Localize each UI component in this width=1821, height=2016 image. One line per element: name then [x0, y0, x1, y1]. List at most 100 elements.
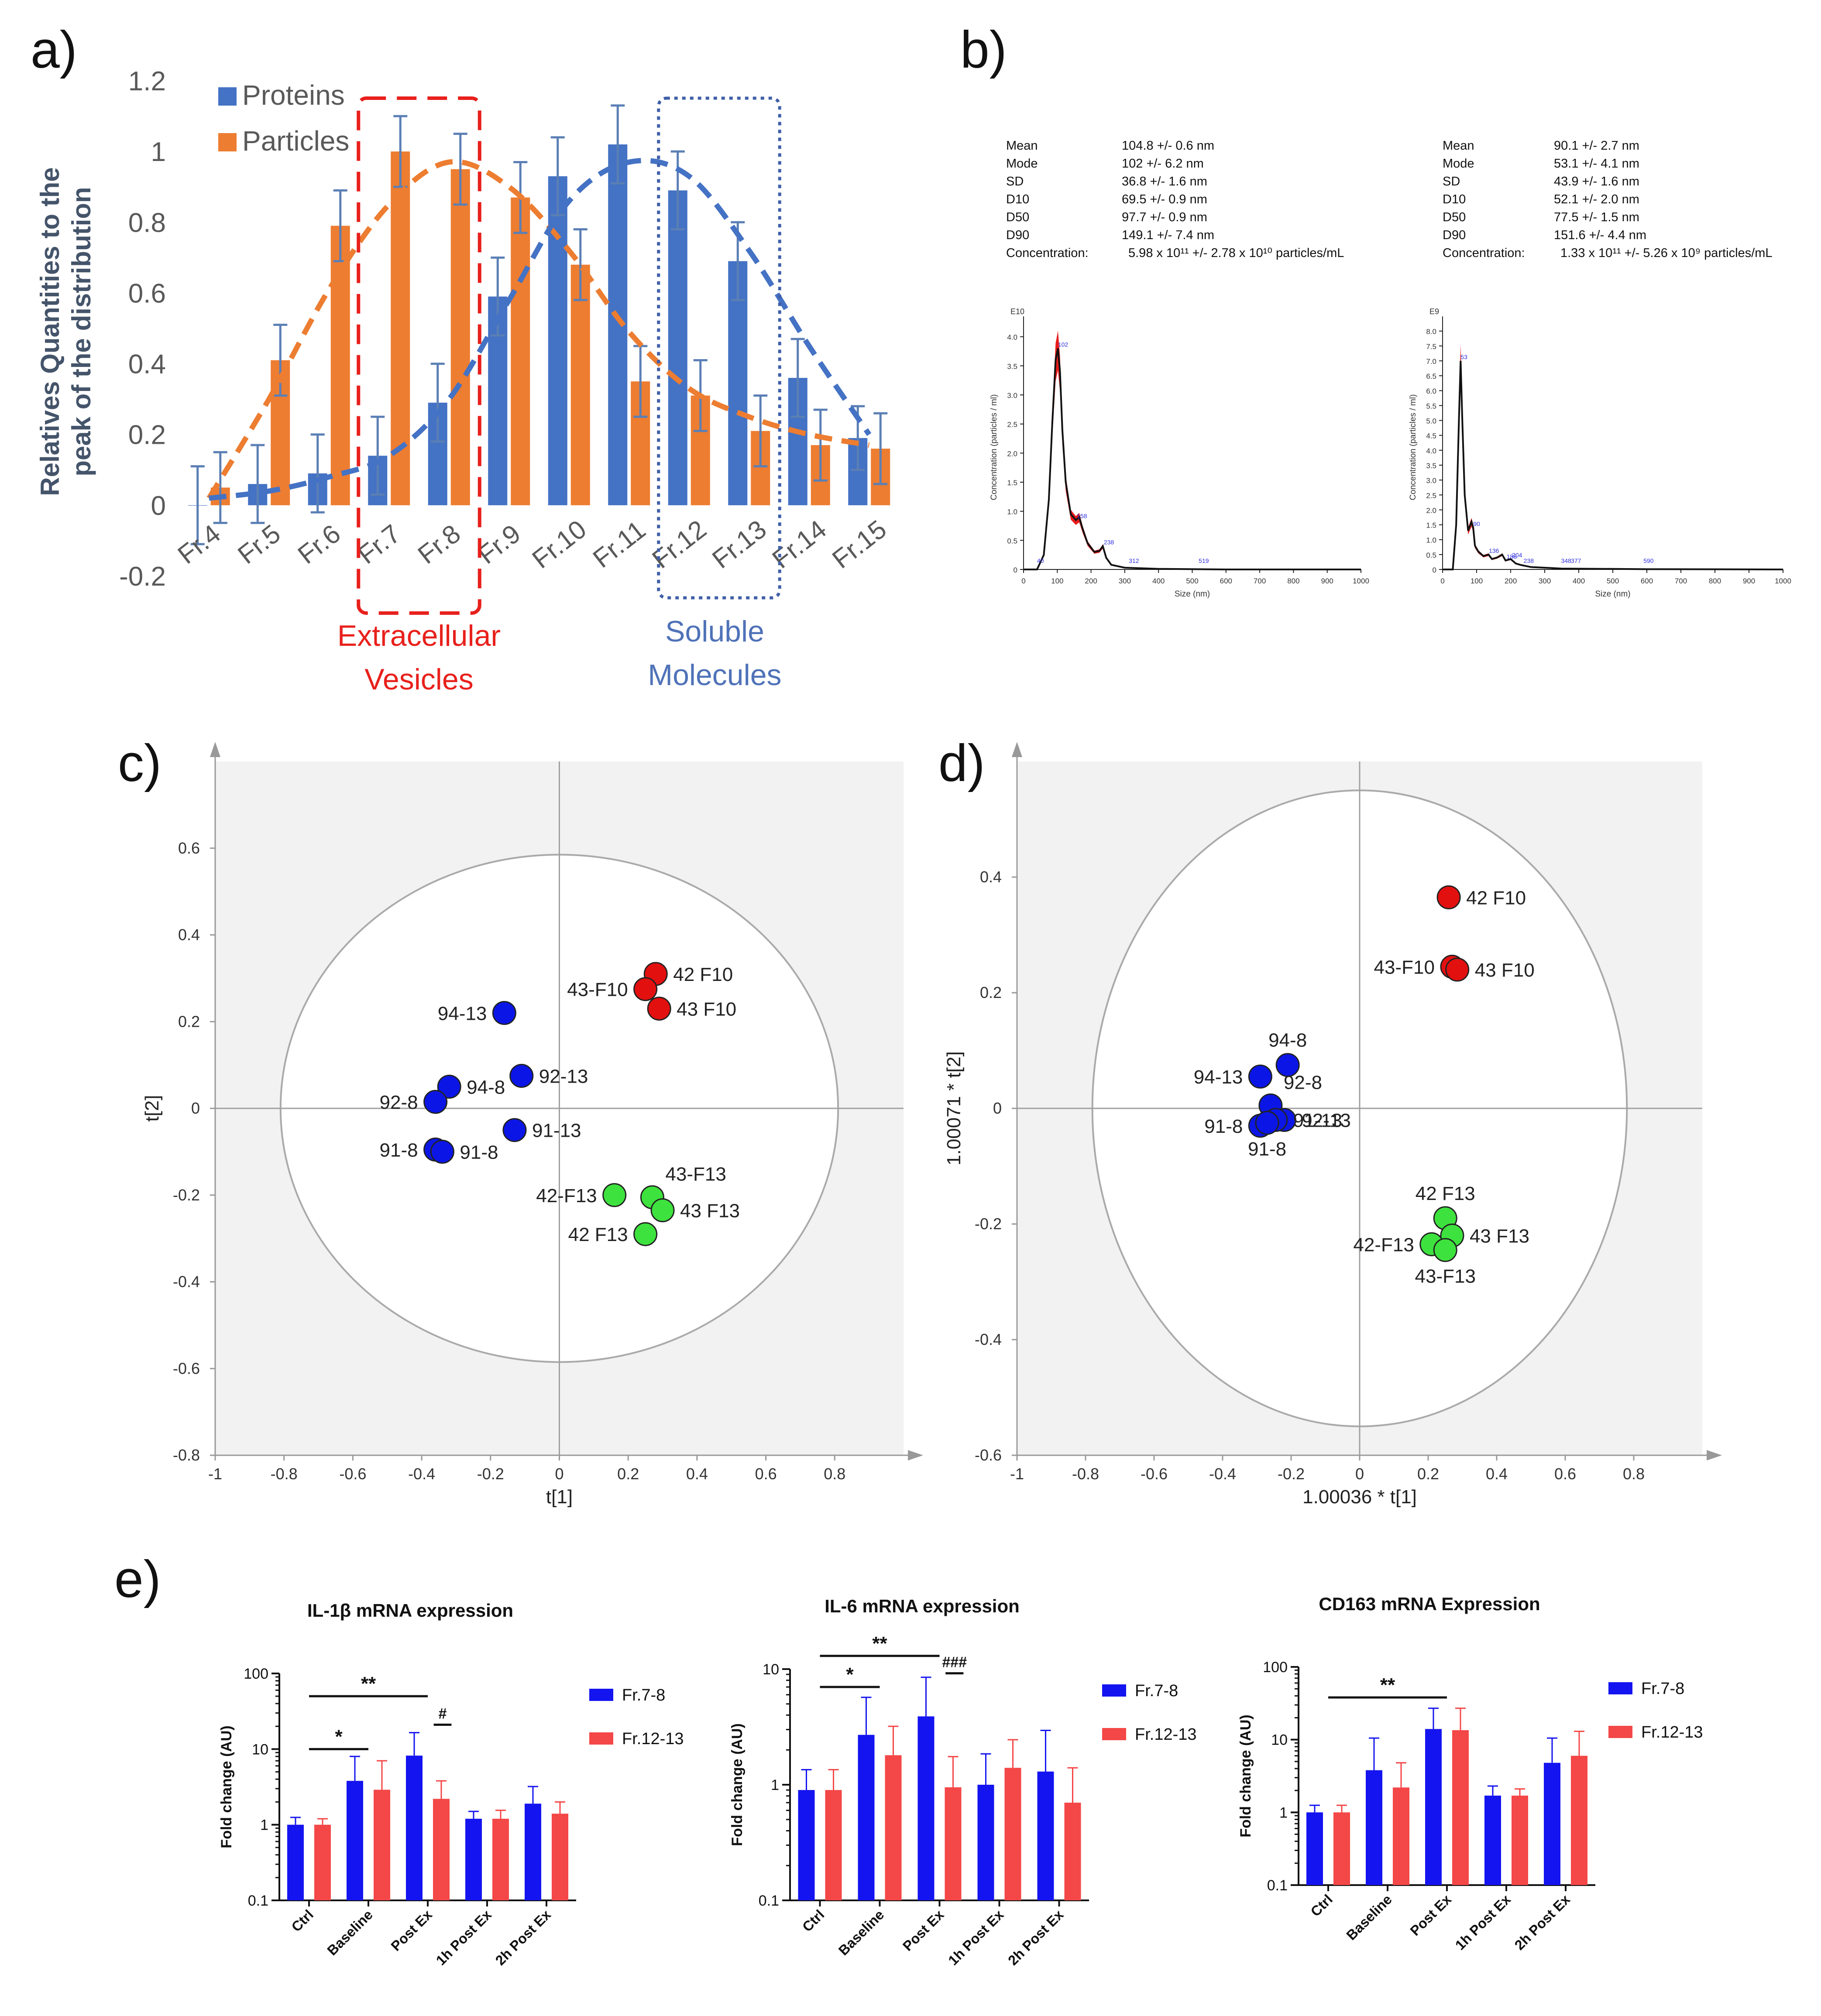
- panel-e2-bar-fr7-8: [858, 1735, 875, 1900]
- b-peak-label: 188: [1507, 553, 1517, 560]
- panel-d-score-plot: -1 -0.8 -0.6 -0.4 -0.2 0 0.2 0.4 0.6 0.8 -0.6 -0.4 -…: [943, 742, 1722, 1508]
- b-y-tick-label: 3.5: [1426, 462, 1436, 470]
- b-y-tick-label: 8.0: [1426, 328, 1436, 336]
- a-annotation-ev-2: Vesicles: [364, 663, 473, 696]
- b-y-tick-label: 0: [1014, 566, 1017, 574]
- panel-d-y-tick-label: 0.4: [980, 868, 1002, 886]
- b-y-tick-label: 1.5: [1426, 521, 1436, 530]
- panel-c-x-tick-label: -1: [208, 1465, 222, 1483]
- b-x-tick-label: 900: [1321, 577, 1333, 585]
- b-y-tick-label: 3.5: [1007, 362, 1017, 370]
- b-y-tick-label: 6.0: [1426, 387, 1436, 395]
- panel-b-nta: Mean 104.8 +/- 0.6 nm Mode 102 +/- 6.2 nm SD…: [990, 139, 1791, 599]
- panel-c-x-axis-arrow: [908, 1450, 923, 1461]
- b-x-tick-label: 600: [1641, 577, 1653, 585]
- panel-d-point-label: 94-8: [1268, 1030, 1307, 1051]
- panel-d-x-tick-label: 0.4: [1486, 1465, 1508, 1483]
- panel-e1-x-tick-label: Post Ex: [388, 1906, 435, 1954]
- a-bar-particles: [450, 169, 470, 505]
- panel-e1-bar-fr12-13: [314, 1824, 331, 1900]
- b-stat-name: Mean: [1006, 139, 1038, 153]
- panel-c-score-plot: -1 -0.8 -0.6 -0.4 -0.2 0 0.2 0.4 0.6 0.8 -0.8 -0.6 -…: [141, 742, 923, 1508]
- panel-c-x-tick-label: 0.4: [686, 1465, 708, 1483]
- panel-e3-bar-fr12-13: [1571, 1755, 1587, 1885]
- panel-c-point-label: 43 F10: [677, 998, 736, 1020]
- panel-c-y-tick-label: -0.8: [173, 1446, 200, 1464]
- a-y-axis-label-line: Relatives Quantities to the: [35, 167, 65, 496]
- panel-e1-bar-fr7-8: [465, 1818, 482, 1900]
- b-y-tick-label: 4.0: [1426, 447, 1436, 455]
- panel-e3-x-tick-label: Post Ex: [1407, 1891, 1454, 1939]
- b-stat-value: 90.1 +/- 2.7 nm: [1554, 139, 1639, 153]
- a-annotation-ev-1: Extracellular: [337, 619, 501, 652]
- panel-e3-legend-label: Fr.7-8: [1641, 1680, 1684, 1698]
- b-peak-label: 40: [1037, 557, 1044, 564]
- b-y-tick-label: 2.0: [1007, 449, 1017, 458]
- panel-e1-y-axis-label: Fold change (AU): [218, 1725, 235, 1848]
- panel-label-a: a): [31, 21, 77, 79]
- a-trend-line-proteins: [209, 158, 872, 501]
- a-x-tick-label: Fr.7: [352, 519, 406, 569]
- panel-e1-bar-fr12-13: [374, 1790, 390, 1900]
- panel-e3-x-tick-label: 1h Post Ex: [1452, 1891, 1514, 1953]
- panel-e1-y-tick-label: 0.1: [248, 1893, 268, 1909]
- a-bar-proteins: [728, 261, 748, 505]
- panel-e2-title: IL-6 mRNA expression: [825, 1596, 1020, 1616]
- panel-d-x-tick-label: 0.8: [1623, 1465, 1645, 1483]
- b-x-tick-label: 800: [1287, 577, 1299, 585]
- panel-c-x-axis-label: t[1]: [546, 1486, 573, 1508]
- b-x-axis-label: Size (nm): [1595, 590, 1630, 599]
- panel-d-x-axis-arrow: [1707, 1450, 1722, 1461]
- b-peak-label: 238: [1524, 557, 1534, 564]
- panel-d-x-tick-label: -1: [1010, 1465, 1024, 1483]
- panel-c-point-red: [647, 996, 671, 1021]
- panel-c-point-label: 94-8: [467, 1077, 505, 1098]
- b-stat-value: 104.8 +/- 0.6 nm: [1122, 139, 1214, 153]
- b-stat-value: 77.5 +/- 1.5 nm: [1554, 210, 1639, 224]
- a-ev-box: [357, 96, 481, 615]
- a-x-tick-label: Fr.5: [232, 519, 286, 569]
- panel-e3-x-tick-label: 2h Post Ex: [1512, 1891, 1573, 1953]
- b-x-tick-label: 600: [1220, 577, 1232, 585]
- panel-e1-bar-fr7-8: [406, 1755, 423, 1900]
- b-size-distribution-line: [1443, 360, 1783, 570]
- panel-d-x-tick-label: -0.8: [1072, 1465, 1099, 1483]
- b-stat-value: 149.1 +/- 7.4 nm: [1122, 228, 1214, 242]
- panel-d-point-green: [1433, 1238, 1457, 1262]
- b-x-tick-label: 1000: [1775, 577, 1791, 585]
- panel-d-point-red: [1436, 885, 1461, 909]
- panel-e3-x-tick-label: Baseline: [1343, 1891, 1395, 1943]
- b-stat-name: D90: [1443, 228, 1466, 242]
- panel-e3-bar-fr12-13: [1393, 1787, 1409, 1885]
- a-legend-swatch-proteins: [218, 87, 237, 106]
- b-x-tick-label: 200: [1505, 577, 1517, 585]
- panel-d-point-blue: [1248, 1064, 1272, 1089]
- b-size-distribution-line: [1024, 348, 1361, 570]
- panel-c-point-blue: [502, 1118, 527, 1142]
- a-y-axis-label-line: peak of the distribution: [67, 187, 96, 476]
- panel-d-point-label: 43 F13: [1470, 1226, 1529, 1247]
- b-stat-value: 43.9 +/- 1.6 nm: [1554, 175, 1639, 189]
- panel-e-il1b-chart: IL-1β mRNA expression 0.1 1 10 100 Fold chang…: [218, 1600, 684, 1968]
- a-y-tick-label: 0.8: [128, 208, 166, 238]
- panel-c-point-label: 94-13: [438, 1003, 487, 1024]
- a-x-tick-label: Fr.10: [527, 514, 592, 574]
- panel-c-point-label: 42-F13: [536, 1185, 597, 1207]
- b-x-tick-label: 300: [1539, 577, 1551, 585]
- b-x-tick-label: 200: [1085, 577, 1097, 585]
- panel-e2-legend-label: Fr.7-8: [1135, 1682, 1178, 1700]
- b-stat-value: 102 +/- 6.2 nm: [1122, 157, 1204, 171]
- b-stat-value: 52.1 +/- 2.0 nm: [1554, 192, 1639, 206]
- panel-e1-bar-fr7-8: [347, 1781, 363, 1900]
- panel-e2-x-tick-label: Ctrl: [799, 1906, 827, 1934]
- b-peak-label: 102: [1058, 341, 1069, 348]
- b-peak-label: 312: [1129, 557, 1139, 564]
- panel-e3-y-tick-label: 0.1: [1267, 1877, 1288, 1894]
- panel-e3-bar-fr7-8: [1306, 1812, 1323, 1885]
- panel-d-point-blue: [1275, 1053, 1300, 1077]
- panel-e2-bar-fr7-8: [977, 1785, 994, 1900]
- panel-e2-bar-fr12-13: [825, 1790, 842, 1900]
- panel-e1-x-tick-label: Ctrl: [289, 1906, 316, 1934]
- panel-e3-bar-fr7-8: [1544, 1762, 1560, 1885]
